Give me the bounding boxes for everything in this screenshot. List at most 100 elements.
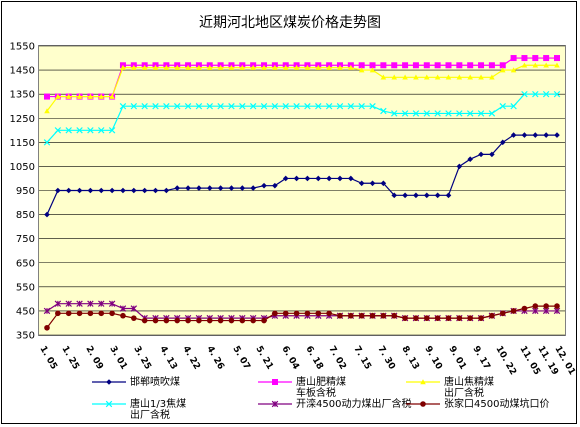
legend-label: 唐山肥精煤 车板含税	[296, 377, 346, 399]
data-point	[163, 102, 170, 110]
data-point	[141, 102, 148, 110]
data-point	[434, 315, 441, 321]
x-tick-label: 9. 01	[446, 345, 467, 372]
x-tick-label: 9. 17	[470, 345, 491, 372]
data-point	[206, 317, 213, 324]
data-point	[420, 379, 426, 385]
data-point	[65, 310, 72, 317]
data-point	[195, 102, 203, 110]
data-point	[467, 315, 473, 321]
data-point	[239, 102, 246, 110]
data-point	[553, 307, 561, 315]
x-tick-label: 4. 13	[157, 345, 178, 372]
data-point	[206, 102, 213, 110]
data-point	[554, 55, 560, 62]
data-point	[456, 110, 463, 117]
data-point	[478, 151, 484, 158]
data-point	[87, 127, 94, 134]
data-point	[261, 64, 267, 70]
data-point	[239, 64, 246, 70]
data-point	[106, 379, 112, 385]
data-point	[271, 102, 279, 110]
data-point	[402, 315, 408, 321]
data-point	[87, 93, 94, 99]
data-point	[380, 180, 387, 187]
data-point	[217, 185, 224, 191]
data-point	[120, 187, 126, 194]
data-point	[185, 185, 191, 191]
data-point	[510, 67, 517, 73]
data-point	[369, 62, 376, 69]
data-point	[185, 64, 191, 70]
legend-label: 唐山焦精煤 出厂含税	[444, 377, 494, 399]
series-0	[44, 132, 560, 218]
data-point	[554, 132, 560, 138]
data-point	[434, 74, 441, 80]
data-point	[55, 187, 61, 194]
data-point	[423, 74, 430, 80]
data-point	[336, 102, 344, 110]
x-tick-label: 5. 21	[253, 345, 274, 372]
y-axis-ticks: 350 450 550 650 750 850 950 1050 1150 1250 1350 145…	[10, 42, 35, 342]
data-point	[543, 62, 549, 68]
data-point	[532, 55, 539, 62]
data-point	[108, 300, 116, 307]
data-point	[239, 317, 246, 324]
data-point	[293, 64, 300, 70]
data-point	[141, 187, 148, 194]
data-point	[358, 67, 365, 73]
data-point	[467, 74, 473, 80]
data-point	[163, 64, 170, 70]
data-point	[120, 64, 126, 70]
data-point	[65, 187, 72, 194]
data-point	[76, 93, 83, 99]
data-point	[131, 315, 137, 321]
series-3	[43, 90, 561, 146]
data-point	[402, 192, 408, 199]
data-point	[206, 64, 213, 70]
data-point	[499, 139, 506, 146]
data-point	[423, 315, 430, 321]
data-point	[315, 310, 322, 317]
series-line	[46, 134, 557, 215]
data-point	[250, 185, 256, 191]
data-point	[445, 192, 452, 199]
data-point	[141, 64, 148, 70]
y-tick-label: 550	[16, 282, 35, 293]
data-point	[445, 315, 452, 321]
data-point	[282, 310, 289, 317]
data-point	[380, 74, 387, 80]
data-point	[423, 62, 430, 69]
data-point	[337, 64, 343, 70]
y-tick-label: 1350	[10, 90, 35, 101]
data-point	[228, 102, 235, 110]
data-point	[521, 90, 528, 98]
data-point	[304, 64, 311, 70]
legend-swatch	[406, 379, 440, 385]
data-point	[358, 62, 365, 69]
data-point	[44, 324, 50, 331]
data-point	[423, 192, 430, 199]
data-point	[477, 110, 485, 117]
data-point	[467, 156, 473, 162]
x-tick-label: 7. 15	[351, 345, 372, 372]
data-point	[228, 64, 235, 70]
x-tick-label: 5. 07	[230, 345, 251, 372]
data-point	[228, 185, 235, 191]
data-point	[293, 175, 300, 182]
data-point	[510, 55, 517, 62]
data-point	[105, 400, 113, 408]
data-point	[44, 108, 50, 114]
data-point	[76, 310, 83, 317]
data-point	[217, 64, 224, 70]
data-point	[326, 175, 332, 182]
data-point	[98, 187, 105, 194]
data-point	[228, 317, 235, 324]
data-point	[542, 90, 550, 98]
data-point	[358, 180, 365, 187]
data-point	[456, 315, 463, 321]
data-point	[467, 62, 474, 69]
data-point	[488, 110, 496, 117]
data-point	[369, 67, 376, 73]
